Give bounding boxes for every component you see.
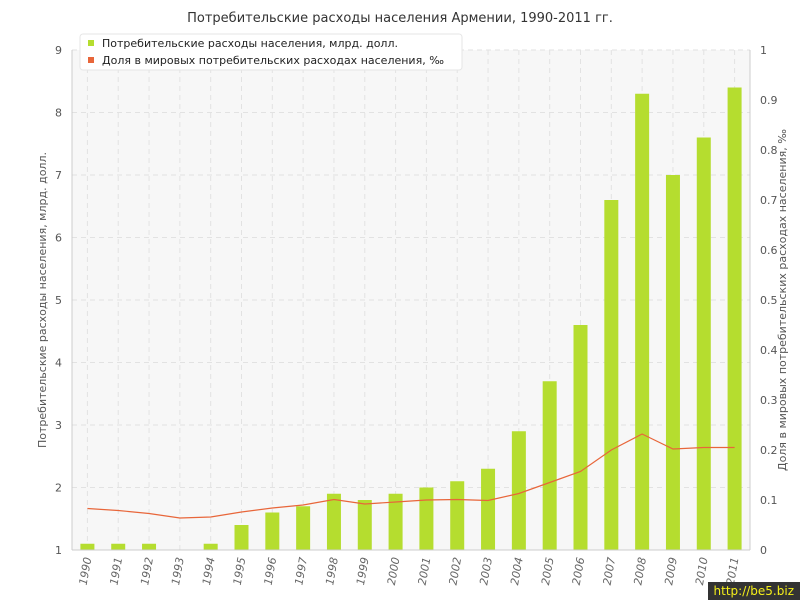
bar: [111, 543, 126, 550]
bar: [696, 137, 711, 550]
x-tick-label: 1996: [262, 556, 280, 586]
bar: [604, 200, 619, 550]
y2-tick-label: 0: [760, 544, 767, 557]
legend-box: [79, 33, 463, 71]
x-tick-label: 2006: [570, 556, 588, 586]
bar: [573, 325, 588, 550]
y-tick-label: 5: [55, 294, 62, 307]
bar: [357, 500, 372, 550]
bar: [542, 381, 557, 550]
y-axis-right-ticks: 0 0.1 0.2 0.3 0.4 0.5 0.6 0.7 0.8 0.9 1: [760, 44, 778, 557]
y-axis-left-title: Потребительские расходы населения, млрд.…: [36, 152, 49, 448]
x-tick-label: 2004: [508, 556, 526, 586]
y2-tick-label: 0.5: [760, 294, 778, 307]
y-tick-label: 8: [55, 107, 62, 120]
legend: Потребительские расходы населения, млрд.…: [79, 33, 463, 71]
y-tick-label: 6: [55, 232, 62, 245]
x-tick-label: 2003: [477, 556, 495, 586]
chart-title: Потребительские расходы населения Армени…: [187, 11, 613, 26]
x-tick-label: 1998: [323, 556, 341, 586]
bar: [296, 506, 311, 550]
x-tick-label: 2005: [539, 556, 557, 586]
bar: [727, 87, 742, 550]
x-tick-label: 2008: [631, 556, 649, 586]
x-tick-label: 1995: [231, 556, 249, 586]
x-tick-label: 1999: [354, 556, 372, 586]
y2-tick-label: 0.9: [760, 94, 778, 107]
y-tick-label: 9: [55, 44, 62, 57]
x-tick-label: 1997: [292, 556, 310, 586]
y2-tick-label: 0.4: [760, 344, 778, 357]
bar: [142, 543, 157, 550]
line-series: [87, 433, 735, 519]
x-axis-ticks: 1990 1991 1992 1993 1994 1995 1996 1997 1998 1999…: [77, 556, 742, 586]
watermark: http://be5.biz: [707, 582, 800, 600]
x-tick-label: 2009: [662, 556, 680, 586]
x-tick-label: 1991: [108, 556, 126, 586]
x-tick-label: 2010: [693, 556, 711, 586]
bar: [265, 512, 280, 550]
x-tick-label: 2007: [601, 556, 619, 586]
bar: [388, 493, 403, 550]
grid-lines: [72, 49, 750, 551]
y2-tick-label: 0.2: [760, 444, 778, 457]
bar: [511, 431, 526, 550]
legend-label-bar: Потребительские расходы населения, млрд.…: [102, 37, 398, 50]
bar: [234, 525, 249, 550]
bar: [665, 175, 680, 550]
legend-swatch-line: [88, 57, 94, 63]
bar: [481, 468, 496, 550]
series-line: [87, 433, 735, 519]
y2-tick-label: 1: [760, 44, 767, 57]
y-tick-label: 1: [55, 544, 62, 557]
bar: [635, 93, 650, 550]
y-axis-right-title: Доля в мировых потребительских расходах …: [776, 129, 789, 471]
y-tick-label: 4: [55, 357, 62, 370]
x-tick-label: 1992: [138, 556, 156, 586]
x-tick-label: 1993: [169, 556, 187, 586]
x-tick-label: 1994: [200, 556, 218, 586]
legend-swatch-bar: [88, 40, 94, 46]
bar: [450, 481, 465, 550]
x-tick-label: 1990: [77, 556, 95, 586]
y2-tick-label: 0.7: [760, 194, 778, 207]
x-tick-label: 2002: [447, 556, 465, 586]
bar: [419, 487, 434, 550]
y2-tick-label: 0.6: [760, 244, 778, 257]
x-tick-label: 2000: [385, 556, 403, 586]
y2-tick-label: 0.3: [760, 394, 778, 407]
bar: [326, 493, 341, 550]
y-tick-label: 3: [55, 419, 62, 432]
y2-tick-label: 0.8: [760, 144, 778, 157]
bar: [80, 543, 95, 550]
axes: [71, 50, 751, 551]
y-tick-label: 2: [55, 482, 62, 495]
y-axis-left-ticks: 1 2 3 4 5 6 7 8 9: [55, 44, 62, 557]
x-tick-label: 2001: [416, 556, 434, 586]
bar: [203, 543, 218, 550]
y2-tick-label: 0.1: [760, 494, 778, 507]
legend-label-line: Доля в мировых потребительских расходах …: [102, 54, 444, 67]
y-tick-label: 7: [55, 169, 62, 182]
x-tick-label: 2011: [724, 556, 742, 586]
